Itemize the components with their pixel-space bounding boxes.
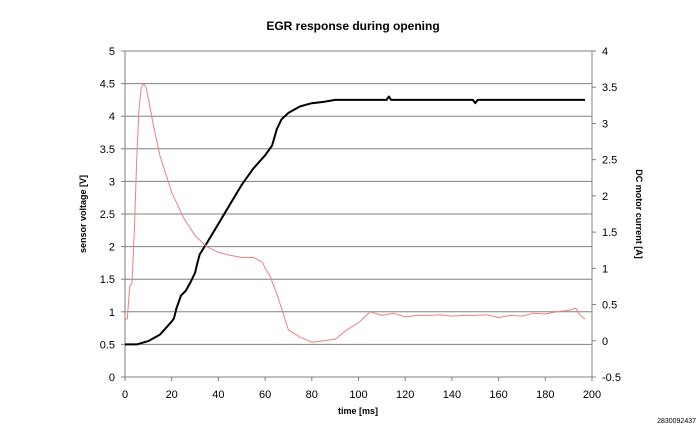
x-tick-label: 0 bbox=[122, 389, 128, 401]
x-tick-label: 60 bbox=[259, 389, 271, 401]
gridlines bbox=[125, 83, 592, 345]
y-left-tick-label: 1.5 bbox=[100, 274, 115, 286]
y-right-tick-label: 1 bbox=[602, 263, 608, 275]
y-left-tick-label: 2.5 bbox=[100, 209, 115, 221]
y-right-tick-label: -0.5 bbox=[602, 372, 621, 384]
y-right-tick-label: 0 bbox=[602, 336, 608, 348]
y-right-tick-label: 2.5 bbox=[602, 155, 617, 167]
x-tick-label: 200 bbox=[583, 389, 601, 401]
y-right-tick-labels: -0.5 0 0.5 1 1.5 2 2.5 3 3.5 4 bbox=[592, 46, 621, 384]
x-tick-label: 20 bbox=[166, 389, 178, 401]
y-axis-left-label: sensor voltage [V] bbox=[78, 175, 88, 253]
y-left-tick-label: 4.5 bbox=[100, 79, 115, 91]
x-tick-label: 140 bbox=[443, 389, 461, 401]
y-left-tick-label: 5 bbox=[109, 46, 115, 58]
x-tick-label: 80 bbox=[306, 389, 318, 401]
y-right-tick-label: 3 bbox=[602, 118, 608, 130]
x-tick-labels: 0 20 40 60 80 100 120 140 160 180 200 bbox=[122, 377, 601, 401]
y-left-tick-label: 3.5 bbox=[100, 144, 115, 156]
y-left-tick-label: 1 bbox=[109, 307, 115, 319]
chart-title: EGR response during opening bbox=[266, 19, 439, 33]
y-left-tick-label: 3 bbox=[109, 176, 115, 188]
series-layer bbox=[125, 83, 586, 346]
y-left-tick-label: 0 bbox=[109, 372, 115, 384]
x-tick-label: 40 bbox=[212, 389, 224, 401]
y-right-tick-label: 1.5 bbox=[602, 227, 617, 239]
series-line-motor-current bbox=[125, 83, 586, 343]
x-tick-label: 160 bbox=[489, 389, 507, 401]
x-axis-label: time [ms] bbox=[338, 406, 378, 416]
series-line-sensor-voltage bbox=[125, 95, 585, 346]
y-axis-right-label: DC motor current [A] bbox=[634, 169, 644, 259]
figure-id: 2830092437 bbox=[657, 418, 696, 425]
y-left-tick-labels: 0 0.5 1 1.5 2 2.5 3 3.5 4 4.5 5 bbox=[100, 46, 125, 384]
y-right-tick-label: 4 bbox=[602, 46, 608, 58]
y-left-tick-label: 2 bbox=[109, 242, 115, 254]
y-right-tick-label: 2 bbox=[602, 191, 608, 203]
y-left-tick-label: 4 bbox=[109, 111, 115, 123]
x-tick-label: 100 bbox=[349, 389, 367, 401]
y-right-tick-label: 0.5 bbox=[602, 300, 617, 312]
y-right-tick-label: 3.5 bbox=[602, 82, 617, 94]
y-left-tick-label: 0.5 bbox=[100, 339, 115, 351]
x-tick-label: 120 bbox=[396, 389, 414, 401]
x-tick-label: 180 bbox=[536, 389, 554, 401]
